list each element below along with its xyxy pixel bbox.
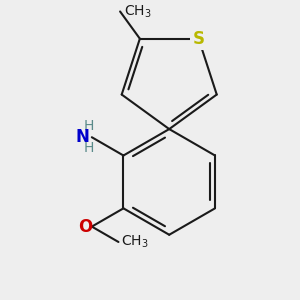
Text: H: H	[84, 141, 94, 155]
Text: CH$_3$: CH$_3$	[124, 3, 152, 20]
Text: CH$_3$: CH$_3$	[121, 234, 149, 250]
Text: O: O	[79, 218, 93, 236]
Text: H: H	[84, 119, 94, 134]
Text: S: S	[193, 30, 205, 48]
Text: N: N	[75, 128, 89, 146]
